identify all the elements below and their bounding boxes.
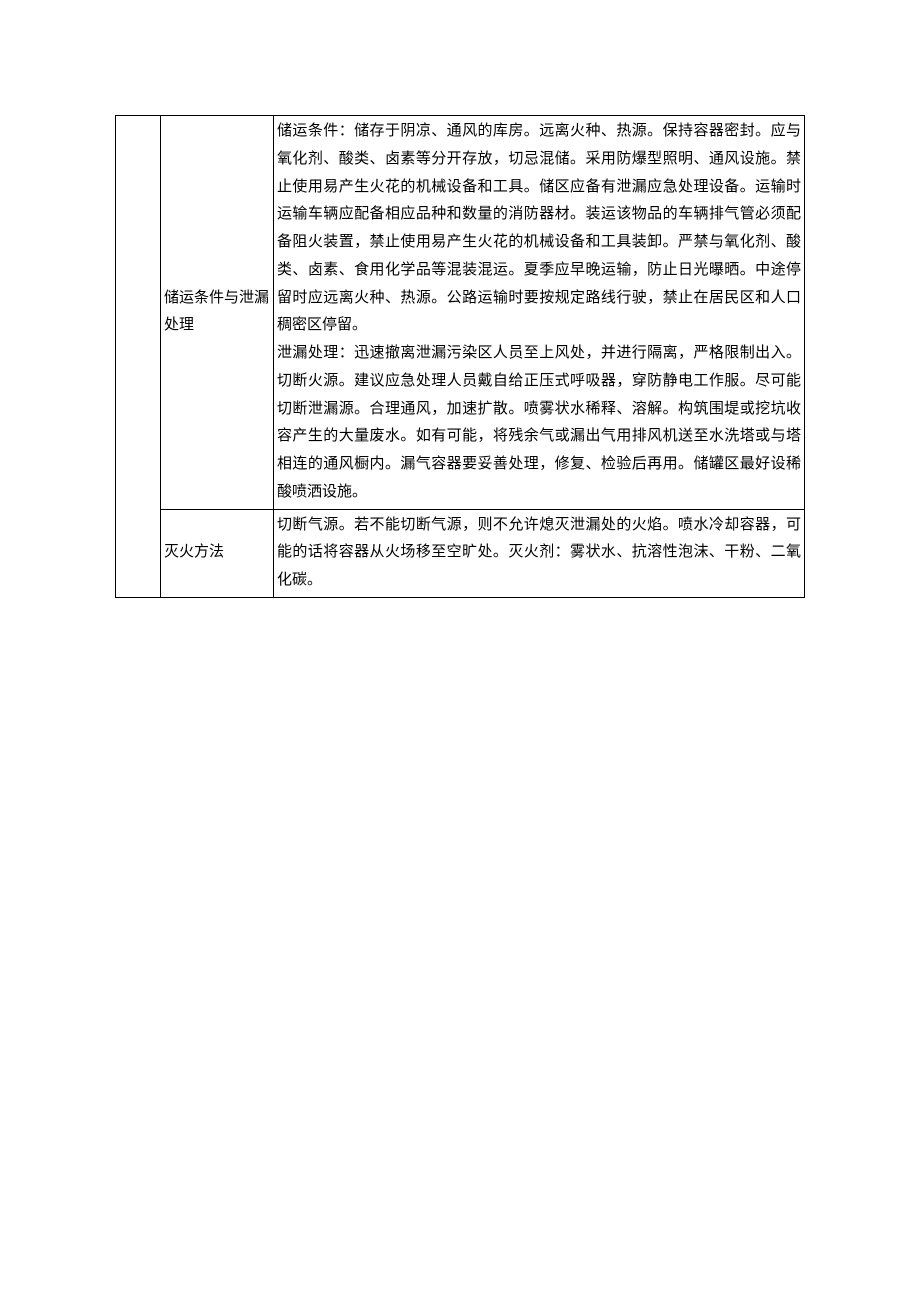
table-category-cell: [116, 116, 161, 598]
row-label-fire: 灭火方法: [161, 509, 274, 597]
content-paragraph: 切断气源。若不能切断气源，则不允许熄灭泄漏处的火焰。喷水冷却容器，可能的话将容器…: [277, 512, 801, 595]
content-paragraph: 泄漏处理：迅速撤离泄漏污染区人员至上风处，并进行隔离，严格限制出入。切断火源。建…: [277, 340, 801, 507]
table-row: 灭火方法切断气源。若不能切断气源，则不允许熄灭泄漏处的火焰。喷水冷却容器，可能的…: [116, 509, 805, 597]
row-content-fire: 切断气源。若不能切断气源，则不允许熄灭泄漏处的火焰。喷水冷却容器，可能的话将容器…: [274, 509, 805, 597]
document-page: 储运条件与泄漏处理储运条件：储存于阴凉、通风的库房。远离火种、热源。保持容器密封…: [0, 0, 920, 1301]
content-paragraph: 储运条件：储存于阴凉、通风的库房。远离火种、热源。保持容器密封。应与氧化剂、酸类…: [277, 118, 801, 340]
row-label-storage: 储运条件与泄漏处理: [161, 116, 274, 510]
table-row: 储运条件与泄漏处理储运条件：储存于阴凉、通风的库房。远离火种、热源。保持容器密封…: [116, 116, 805, 510]
row-content-storage: 储运条件：储存于阴凉、通风的库房。远离火种、热源。保持容器密封。应与氧化剂、酸类…: [274, 116, 805, 510]
data-table: 储运条件与泄漏处理储运条件：储存于阴凉、通风的库房。远离火种、热源。保持容器密封…: [115, 115, 805, 598]
